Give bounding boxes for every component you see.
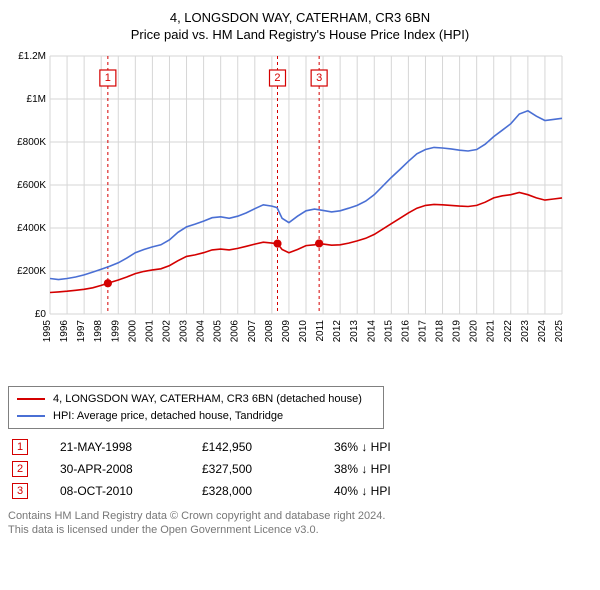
title-subtitle: Price paid vs. HM Land Registry's House … <box>8 27 592 42</box>
x-tick-label: 1999 <box>110 320 121 343</box>
x-tick-label: 1996 <box>59 320 70 343</box>
x-tick-label: 2009 <box>281 320 292 343</box>
x-tick-label: 2023 <box>520 320 531 343</box>
x-tick-label: 2005 <box>213 320 224 343</box>
x-tick-label: 2011 <box>315 320 326 342</box>
x-tick-label: 2000 <box>127 320 138 343</box>
x-tick-label: 1998 <box>93 320 104 343</box>
event-date: 21-MAY-1998 <box>60 440 170 454</box>
event-price: £327,500 <box>202 462 302 476</box>
y-tick-label: £800K <box>17 137 46 148</box>
x-tick-label: 1995 <box>42 320 53 343</box>
x-tick-label: 2007 <box>247 320 258 343</box>
x-tick-label: 2010 <box>298 320 309 343</box>
event-row: 3 08-OCT-2010 £328,000 40% ↓ HPI <box>8 483 592 499</box>
legend-row: HPI: Average price, detached house, Tand… <box>17 408 375 425</box>
x-tick-label: 2021 <box>486 320 497 343</box>
x-tick-label: 2008 <box>264 320 275 343</box>
legend-swatch <box>17 398 45 400</box>
event-pct: 38% ↓ HPI <box>334 462 391 476</box>
event-date: 08-OCT-2010 <box>60 484 170 498</box>
x-tick-label: 2025 <box>554 320 565 343</box>
x-tick-label: 2018 <box>435 320 446 343</box>
legend-label: 4, LONGSDON WAY, CATERHAM, CR3 6BN (deta… <box>53 391 362 408</box>
footer-line1: Contains HM Land Registry data © Crown c… <box>8 509 592 523</box>
event-marker: 3 <box>12 483 28 499</box>
y-tick-label: £1M <box>27 94 46 105</box>
event-marker-num: 1 <box>105 72 111 84</box>
y-tick-label: £0 <box>35 309 47 320</box>
footer: Contains HM Land Registry data © Crown c… <box>8 509 592 538</box>
x-tick-label: 2019 <box>452 320 463 343</box>
x-tick-label: 2024 <box>537 320 548 343</box>
event-date: 30-APR-2008 <box>60 462 170 476</box>
y-tick-label: £600K <box>17 180 46 191</box>
event-pct: 36% ↓ HPI <box>334 440 391 454</box>
footer-line2: This data is licensed under the Open Gov… <box>8 523 592 537</box>
chart-svg: £0 £200K £400K £600K £800K £1M £1.2M 1995 1996 19… <box>8 50 568 380</box>
y-tick-label: £1.2M <box>18 51 46 62</box>
x-tick-label: 2020 <box>469 320 480 343</box>
event-row: 1 21-MAY-1998 £142,950 36% ↓ HPI <box>8 439 592 455</box>
title-address: 4, LONGSDON WAY, CATERHAM, CR3 6BN <box>8 10 592 25</box>
legend-label: HPI: Average price, detached house, Tand… <box>53 408 283 425</box>
x-tick-label: 2002 <box>161 320 172 343</box>
y-tick-label: £200K <box>17 266 46 277</box>
events-table: 1 21-MAY-1998 £142,950 36% ↓ HPI 2 30-APR-200… <box>8 439 592 499</box>
x-tick-label: 2014 <box>366 320 377 343</box>
y-tick-label: £400K <box>17 223 46 234</box>
legend-swatch <box>17 415 45 417</box>
event-marker-num: 3 <box>316 72 322 84</box>
x-tick-label: 2015 <box>383 320 394 343</box>
title-block: 4, LONGSDON WAY, CATERHAM, CR3 6BN Price… <box>8 10 592 42</box>
x-tick-label: 2012 <box>332 320 343 343</box>
x-tick-label: 2016 <box>400 320 411 343</box>
legend-row: 4, LONGSDON WAY, CATERHAM, CR3 6BN (deta… <box>17 391 375 408</box>
x-tick-label: 2003 <box>179 320 190 343</box>
event-pct: 40% ↓ HPI <box>334 484 391 498</box>
event-marker: 2 <box>12 461 28 477</box>
event-marker-num: 2 <box>274 72 280 84</box>
chart: £0 £200K £400K £600K £800K £1M £1.2M 1995 1996 19… <box>8 50 568 380</box>
x-tick-label: 2022 <box>503 320 514 343</box>
x-tick-label: 2004 <box>196 320 207 343</box>
x-tick-label: 2017 <box>417 320 428 343</box>
x-tick-label: 2006 <box>230 320 241 343</box>
event-price: £328,000 <box>202 484 302 498</box>
x-tick-label: 1997 <box>76 320 87 343</box>
event-row: 2 30-APR-2008 £327,500 38% ↓ HPI <box>8 461 592 477</box>
event-price: £142,950 <box>202 440 302 454</box>
event-marker: 1 <box>12 439 28 455</box>
x-tick-label: 2001 <box>144 320 155 343</box>
legend: 4, LONGSDON WAY, CATERHAM, CR3 6BN (deta… <box>8 386 384 429</box>
x-tick-label: 2013 <box>349 320 360 343</box>
